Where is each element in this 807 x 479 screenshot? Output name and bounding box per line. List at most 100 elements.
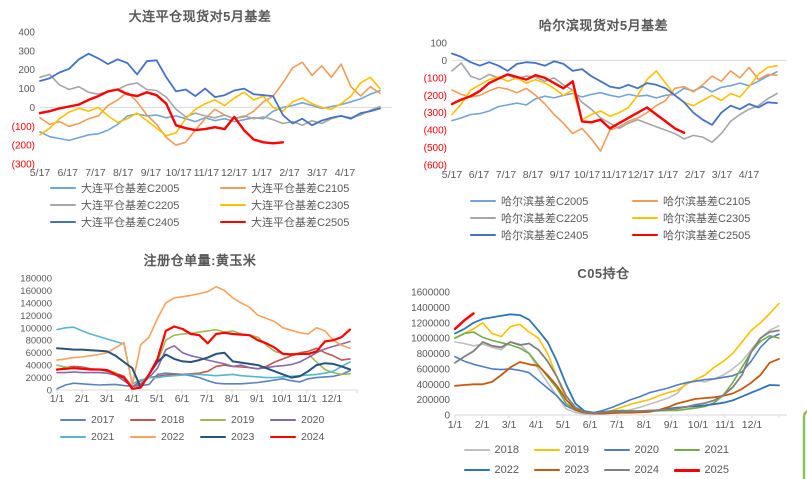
series-line-哈尔滨基差C2205 <box>451 62 778 144</box>
x-tick-label: 5/1 <box>556 419 571 431</box>
series-line-哈尔滨基差C2505 <box>450 73 686 135</box>
x-tick-label: 7/1 <box>610 419 625 431</box>
y-tick-label: 400 <box>18 28 35 39</box>
plot-area-dalian-basis: 400 300 200 100 0 (100) (200) (300)5/17 6/17 7/17… <box>12 28 392 179</box>
legend-swatch <box>632 234 658 236</box>
y-tick-label: 100 <box>430 39 447 50</box>
legend-swatch <box>50 204 76 206</box>
legend-label: 2023 <box>231 431 255 443</box>
y-tick-label: 1600000 <box>411 288 450 299</box>
legend-label: 2021 <box>704 444 729 456</box>
legend-item: 大连平仓基差C2405 <box>50 214 220 230</box>
legend-item: 2019 <box>200 414 270 426</box>
legend-item: 大连平仓基差C2205 <box>50 197 220 213</box>
x-tick-label: 9/1 <box>664 419 679 431</box>
legend-swatch <box>220 221 246 223</box>
x-tick-label: 12/1 <box>742 419 763 431</box>
y-tick-label: 1400000 <box>411 303 450 314</box>
legend-swatch <box>463 449 490 451</box>
x-tick-label: 9/17 <box>141 167 162 179</box>
y-tick-label: (300) <box>424 108 447 119</box>
legend-harbin-basis: 哈尔滨基差C2005 哈尔滨基差C2105 哈尔滨基差C2205 哈尔滨基差C2305… <box>470 193 794 243</box>
legend-swatch <box>603 469 630 471</box>
y-tick-label: (300) <box>12 160 35 171</box>
x-tick-label: 3/1 <box>502 419 517 431</box>
legend-item: 2025 <box>673 464 744 476</box>
legend-label: 2021 <box>91 431 115 443</box>
x-tick-label: 5/1 <box>150 393 165 405</box>
green-border-accent <box>802 410 807 479</box>
x-tick-label: 1/17 <box>252 167 273 179</box>
legend-c05-open-interest: 2018 2019 2020 2021 2022 2023 2024 2025 <box>463 444 744 476</box>
x-tick-label: 7/17 <box>85 167 106 179</box>
legend-item: 哈尔滨基差C2505 <box>632 227 794 243</box>
legend-item: 哈尔滨基差C2405 <box>470 227 632 243</box>
x-tick-label: 1/17 <box>658 169 679 181</box>
legend-item: 2021 <box>60 431 130 443</box>
x-tick-label: 12/17 <box>221 167 247 179</box>
y-tick-label: 0 <box>444 411 450 422</box>
plot-area-harbin-basis: 100 0 (100) (200) (300) (400) (500) (600)5/17 6/… <box>424 39 787 181</box>
legend-swatch <box>60 419 86 421</box>
series-line-2022 <box>56 285 351 386</box>
legend-label: 哈尔滨基差C2305 <box>663 213 751 225</box>
chart-c05-open-interest: C05持仓 1600000 1400000 1200000 1000000 800000… <box>400 240 807 479</box>
legend-swatch <box>632 217 658 219</box>
legend-item: 2021 <box>673 444 744 456</box>
x-tick-label: 4/17 <box>335 167 356 179</box>
legend-swatch <box>130 419 156 421</box>
legend-item: 2023 <box>200 431 270 443</box>
legend-label: 哈尔滨基差C2205 <box>501 213 589 225</box>
legend-swatch <box>220 204 246 206</box>
y-tick-label: 1200000 <box>411 318 450 329</box>
legend-swatch <box>533 449 560 451</box>
legend-item: 2023 <box>533 464 604 476</box>
legend-item: 2017 <box>60 414 130 426</box>
y-tick-label: (100) <box>12 122 35 133</box>
x-tick-label: 2/1 <box>75 393 90 405</box>
y-tick-label: (500) <box>424 143 447 154</box>
legend-swatch <box>673 449 700 451</box>
series-line-哈尔滨基差C2005 <box>451 71 778 122</box>
x-tick-label: 11/17 <box>194 167 220 179</box>
legend-swatch <box>200 419 226 421</box>
legend-label: 大连平仓基差C2305 <box>251 200 350 212</box>
legend-swatch <box>470 200 496 202</box>
legend-label: 2018 <box>161 414 185 426</box>
legend-swatch <box>603 449 630 451</box>
legend-label: 2023 <box>564 464 589 476</box>
x-tick-label: 12/1 <box>322 393 343 405</box>
x-tick-label: 6/17 <box>58 167 79 179</box>
legend-swatch <box>60 436 86 438</box>
series-line-2023 <box>454 358 780 415</box>
series-line-2023 <box>56 347 351 389</box>
legend-swatch <box>50 187 76 189</box>
x-tick-label: 9/17 <box>550 169 571 181</box>
legend-item: 哈尔滨基差C2105 <box>632 193 794 209</box>
x-tick-label: 8/1 <box>637 419 652 431</box>
y-tick-label: 80000 <box>26 336 52 347</box>
legend-label: 2020 <box>301 414 325 426</box>
y-tick-label: 800000 <box>417 349 451 360</box>
legend-label: 大连平仓基差C2405 <box>81 217 180 229</box>
x-tick-label: 3/1 <box>100 393 115 405</box>
legend-label: 大连平仓基差C2105 <box>251 183 350 195</box>
series-line-大连平仓基差C2405 <box>39 52 381 127</box>
x-tick-label: 11/17 <box>601 169 627 181</box>
legend-label: 哈尔滨基差C2105 <box>663 196 751 208</box>
legend-swatch <box>470 234 496 236</box>
legend-label: 2019 <box>564 444 589 456</box>
y-tick-label: 400000 <box>417 380 451 391</box>
series-line-大连平仓基差C2205 <box>39 73 381 127</box>
y-tick-label: 180000 <box>20 274 52 285</box>
x-tick-label: 6/1 <box>583 419 598 431</box>
series-line-哈尔滨基差C2105 <box>451 66 778 152</box>
legend-label: 2025 <box>704 464 729 476</box>
x-tick-label: 12/17 <box>628 169 654 181</box>
x-tick-label: 6/17 <box>469 169 490 181</box>
legend-label: 2024 <box>301 431 325 443</box>
y-tick-label: 0 <box>441 56 447 67</box>
series-line-2024 <box>55 325 352 390</box>
series-line-2017 <box>56 369 351 390</box>
x-tick-label: 7/17 <box>496 169 517 181</box>
